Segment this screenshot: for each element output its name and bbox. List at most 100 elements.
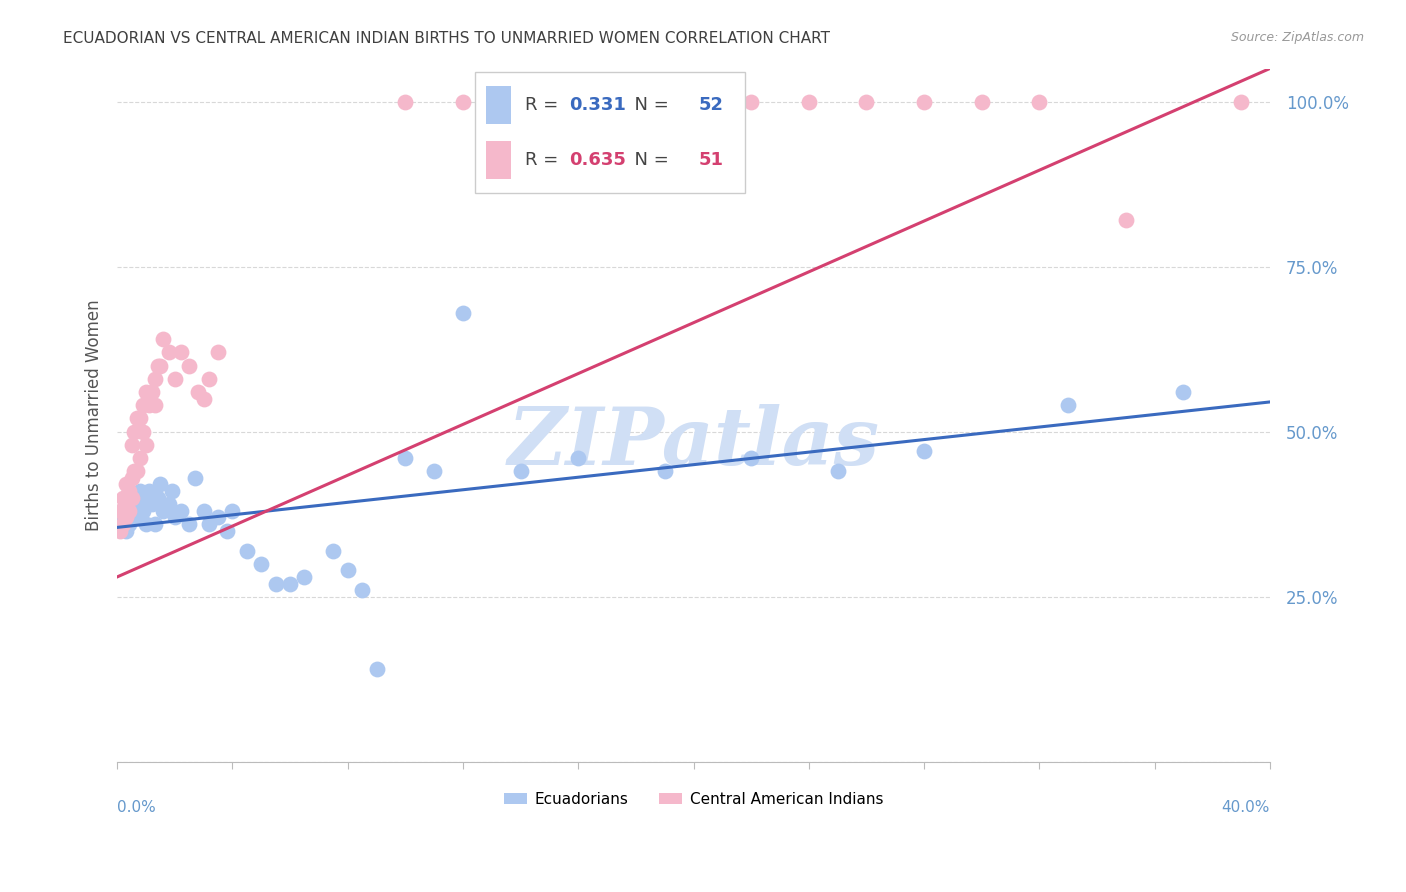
Point (184, 471, 207, 485)
Point (509, 464, 531, 478)
Point (108, 524, 131, 538)
Point (1057, 398, 1080, 412)
Point (970, 95, 993, 109)
Point (193, 392, 215, 406)
Point (207, 345, 229, 359)
Point (121, 491, 143, 505)
Point (135, 491, 157, 505)
Point (827, 464, 849, 478)
Point (912, 95, 935, 109)
Point (1028, 95, 1050, 109)
Point (129, 484, 152, 499)
Point (278, 576, 301, 591)
Y-axis label: Births to Unmarried Women: Births to Unmarried Women (86, 300, 103, 531)
Point (141, 385, 163, 400)
Point (114, 477, 136, 491)
Point (198, 517, 221, 532)
Point (797, 95, 820, 109)
Point (163, 510, 186, 524)
Point (912, 444, 935, 458)
Point (114, 524, 136, 538)
Point (394, 95, 416, 109)
Point (221, 504, 243, 518)
Point (169, 345, 191, 359)
Point (138, 398, 160, 412)
Legend: Ecuadorians, Central American Indians: Ecuadorians, Central American Indians (498, 786, 889, 814)
Point (169, 504, 191, 518)
Point (108, 504, 131, 518)
Text: 52: 52 (699, 96, 723, 114)
Point (1115, 213, 1137, 227)
Point (451, 95, 474, 109)
Point (740, 95, 762, 109)
Text: 0.331: 0.331 (569, 96, 626, 114)
Point (149, 477, 172, 491)
Point (567, 95, 589, 109)
Point (509, 95, 531, 109)
Point (149, 359, 172, 373)
Text: Source: ZipAtlas.com: Source: ZipAtlas.com (1230, 31, 1364, 45)
Point (121, 438, 143, 452)
Point (127, 497, 149, 511)
Point (187, 385, 209, 400)
Point (538, 95, 561, 109)
Point (215, 524, 238, 538)
Point (132, 425, 155, 439)
Point (236, 543, 259, 558)
Point (264, 576, 287, 591)
Point (129, 451, 152, 466)
Point (163, 372, 186, 386)
Point (322, 543, 344, 558)
Point (124, 425, 146, 439)
Point (250, 557, 273, 571)
Point (654, 464, 676, 478)
Point (127, 411, 149, 425)
FancyBboxPatch shape (474, 72, 745, 194)
Bar (486, 86, 512, 124)
Point (124, 464, 146, 478)
Point (121, 504, 143, 518)
Point (127, 464, 149, 478)
Point (114, 510, 136, 524)
Point (157, 345, 180, 359)
Point (143, 398, 166, 412)
Point (740, 451, 762, 466)
Point (143, 372, 166, 386)
Text: N =: N = (623, 152, 675, 169)
Point (135, 517, 157, 532)
Point (111, 504, 134, 518)
Point (118, 504, 141, 518)
Point (111, 510, 134, 524)
Point (294, 570, 316, 584)
Point (146, 359, 169, 373)
Point (1230, 95, 1253, 109)
Point (624, 95, 647, 109)
Point (108, 517, 131, 532)
Text: ZIPatlas: ZIPatlas (508, 404, 880, 482)
Point (114, 510, 136, 524)
Point (366, 662, 388, 676)
Point (141, 497, 163, 511)
Text: N =: N = (623, 96, 675, 114)
Point (124, 504, 146, 518)
Point (138, 484, 160, 499)
Text: ECUADORIAN VS CENTRAL AMERICAN INDIAN BIRTHS TO UNMARRIED WOMEN CORRELATION CHAR: ECUADORIAN VS CENTRAL AMERICAN INDIAN BI… (63, 31, 831, 46)
Point (160, 484, 183, 499)
Text: 0.635: 0.635 (569, 152, 626, 169)
Point (118, 517, 141, 532)
Point (567, 451, 589, 466)
Text: R =: R = (526, 152, 564, 169)
Point (146, 491, 169, 505)
Point (1173, 385, 1195, 400)
Point (193, 504, 215, 518)
Text: 0.0%: 0.0% (117, 800, 156, 815)
Point (152, 332, 174, 346)
Point (111, 491, 134, 505)
Point (121, 471, 143, 485)
Point (135, 438, 157, 452)
Point (157, 497, 180, 511)
Point (179, 359, 201, 373)
Text: R =: R = (526, 96, 564, 114)
Point (132, 504, 155, 518)
Point (132, 398, 155, 412)
